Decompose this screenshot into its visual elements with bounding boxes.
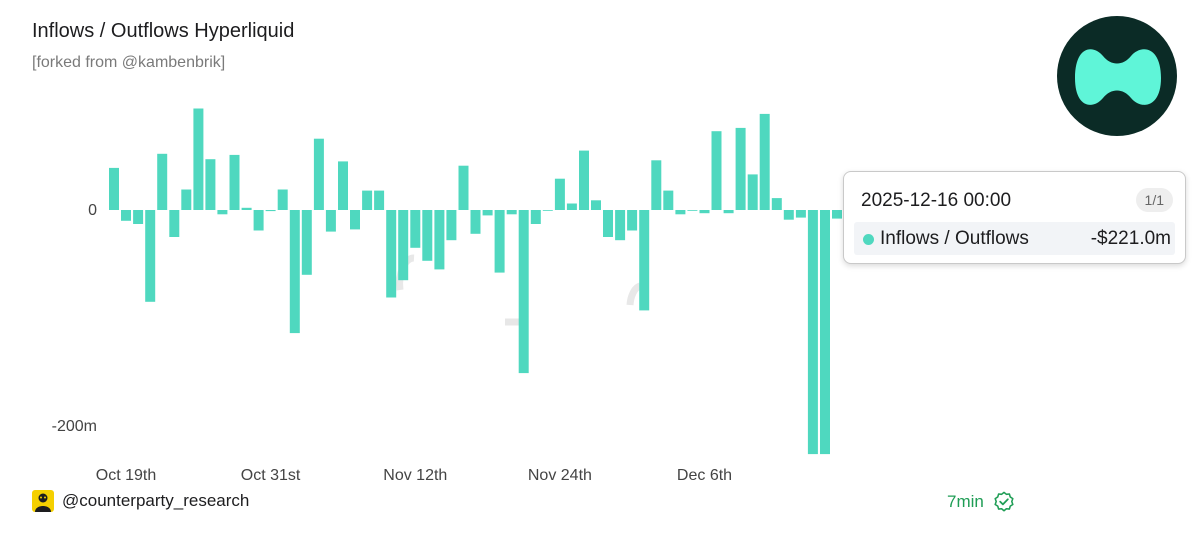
- bar-dec-15[interactable]: [807, 210, 818, 455]
- bar-oct-23[interactable]: [169, 210, 180, 237]
- bar-oct-25[interactable]: [193, 108, 204, 211]
- bar-nov-2[interactable]: [289, 210, 300, 334]
- freshness-indicator: 7min: [947, 491, 1014, 512]
- bar-nov-5[interactable]: [325, 210, 336, 232]
- bar-nov-25[interactable]: [566, 203, 577, 211]
- y-tick-label: 0: [88, 202, 97, 219]
- bar-dec-16[interactable]: [820, 210, 830, 455]
- bar-nov-24[interactable]: [554, 178, 565, 210]
- tooltip-date: 2025-12-16 00:00: [861, 190, 1012, 211]
- bar-dec-3[interactable]: [663, 190, 674, 210]
- bar-nov-7[interactable]: [350, 210, 360, 230]
- tooltip-series-label: Inflows / Outflows: [880, 228, 1029, 249]
- data-tooltip: 2025-12-16 00:00 1/1 Inflows / Outflows …: [843, 171, 1186, 264]
- bar-oct-22[interactable]: [157, 153, 168, 210]
- x-tick-label: Oct 31st: [241, 467, 301, 484]
- bar-oct-31[interactable]: [265, 210, 276, 212]
- bar-nov-10[interactable]: [386, 210, 397, 298]
- series-dot-icon: [863, 234, 874, 245]
- tooltip-page-indicator: 1/1: [1135, 188, 1173, 212]
- y-tick-label: -200m: [52, 418, 97, 435]
- bar-oct-18[interactable]: [109, 167, 119, 210]
- bar-nov-26[interactable]: [579, 150, 589, 210]
- tooltip-row: Inflows / Outflows -$221.0m: [854, 222, 1175, 255]
- bar-dec-14[interactable]: [795, 210, 806, 218]
- bar-nov-17[interactable]: [470, 210, 481, 234]
- author-username[interactable]: @counterparty_research: [62, 491, 250, 510]
- bar-nov-29[interactable]: [615, 210, 626, 241]
- bar-dec-9[interactable]: [735, 127, 746, 210]
- bar-nov-18[interactable]: [482, 210, 493, 216]
- bar-nov-30[interactable]: [627, 210, 638, 231]
- bar-dec-10[interactable]: [747, 174, 758, 210]
- bar-nov-9[interactable]: [374, 190, 385, 210]
- bar-nov-20[interactable]: [506, 210, 517, 215]
- bar-oct-20[interactable]: [133, 210, 144, 224]
- bar-nov-27[interactable]: [591, 200, 601, 210]
- chart-title: Inflows / Outflows Hyperliquid: [32, 20, 295, 42]
- bar-dec-5[interactable]: [687, 210, 698, 211]
- bar-dec-2[interactable]: [651, 160, 662, 210]
- bar-oct-24[interactable]: [181, 189, 192, 211]
- bar-dec-12[interactable]: [771, 198, 782, 210]
- bar-nov-21[interactable]: [518, 210, 529, 374]
- bar-oct-30[interactable]: [253, 210, 264, 231]
- bar-nov-8[interactable]: [362, 190, 373, 210]
- bar-nov-13[interactable]: [422, 210, 433, 261]
- bar-nov-19[interactable]: [494, 210, 505, 273]
- bar-nov-14[interactable]: [434, 210, 445, 270]
- x-tick-label: Nov 24th: [528, 467, 592, 484]
- bar-oct-26[interactable]: [205, 159, 216, 210]
- bar-dec-7[interactable]: [711, 131, 722, 210]
- bar-nov-16[interactable]: [458, 165, 469, 210]
- bar-dec-13[interactable]: [783, 210, 794, 220]
- bar-oct-21[interactable]: [145, 210, 156, 302]
- bar-nov-28[interactable]: [603, 210, 613, 237]
- bar-dec-17[interactable]: [832, 210, 842, 219]
- bar-nov-1[interactable]: [277, 189, 288, 211]
- bar-nov-15[interactable]: [446, 210, 457, 241]
- bar-nov-3[interactable]: [301, 210, 312, 275]
- bar-nov-11[interactable]: [398, 210, 409, 281]
- bar-dec-1[interactable]: [639, 210, 650, 311]
- bar-dec-8[interactable]: [723, 210, 734, 214]
- chart-subtitle: [forked from @kambenbrik]: [32, 54, 226, 71]
- bar-nov-4[interactable]: [313, 138, 324, 210]
- verified-check-icon: [994, 491, 1014, 512]
- bar-nov-12[interactable]: [410, 210, 421, 248]
- bar-dec-11[interactable]: [759, 113, 770, 210]
- bar-oct-28[interactable]: [229, 154, 240, 210]
- bar-oct-29[interactable]: [241, 207, 252, 210]
- x-tick-label: Dec 6th: [677, 467, 732, 484]
- x-tick-label: Nov 12th: [383, 467, 447, 484]
- bar-nov-22[interactable]: [530, 210, 541, 224]
- tooltip-value: -$221.0m: [1090, 228, 1171, 249]
- x-tick-label: Oct 19th: [96, 467, 156, 484]
- hyperliquid-logo-icon: [1057, 16, 1177, 136]
- bar-dec-6[interactable]: [699, 210, 710, 214]
- bar-nov-6[interactable]: [338, 161, 348, 210]
- bar-oct-19[interactable]: [121, 210, 131, 221]
- bar-dec-4[interactable]: [675, 210, 686, 215]
- bar-nov-23[interactable]: [542, 210, 553, 211]
- bar-oct-27[interactable]: [217, 210, 228, 215]
- refresh-age: 7min: [947, 492, 984, 511]
- user-avatar-icon[interactable]: [32, 490, 54, 512]
